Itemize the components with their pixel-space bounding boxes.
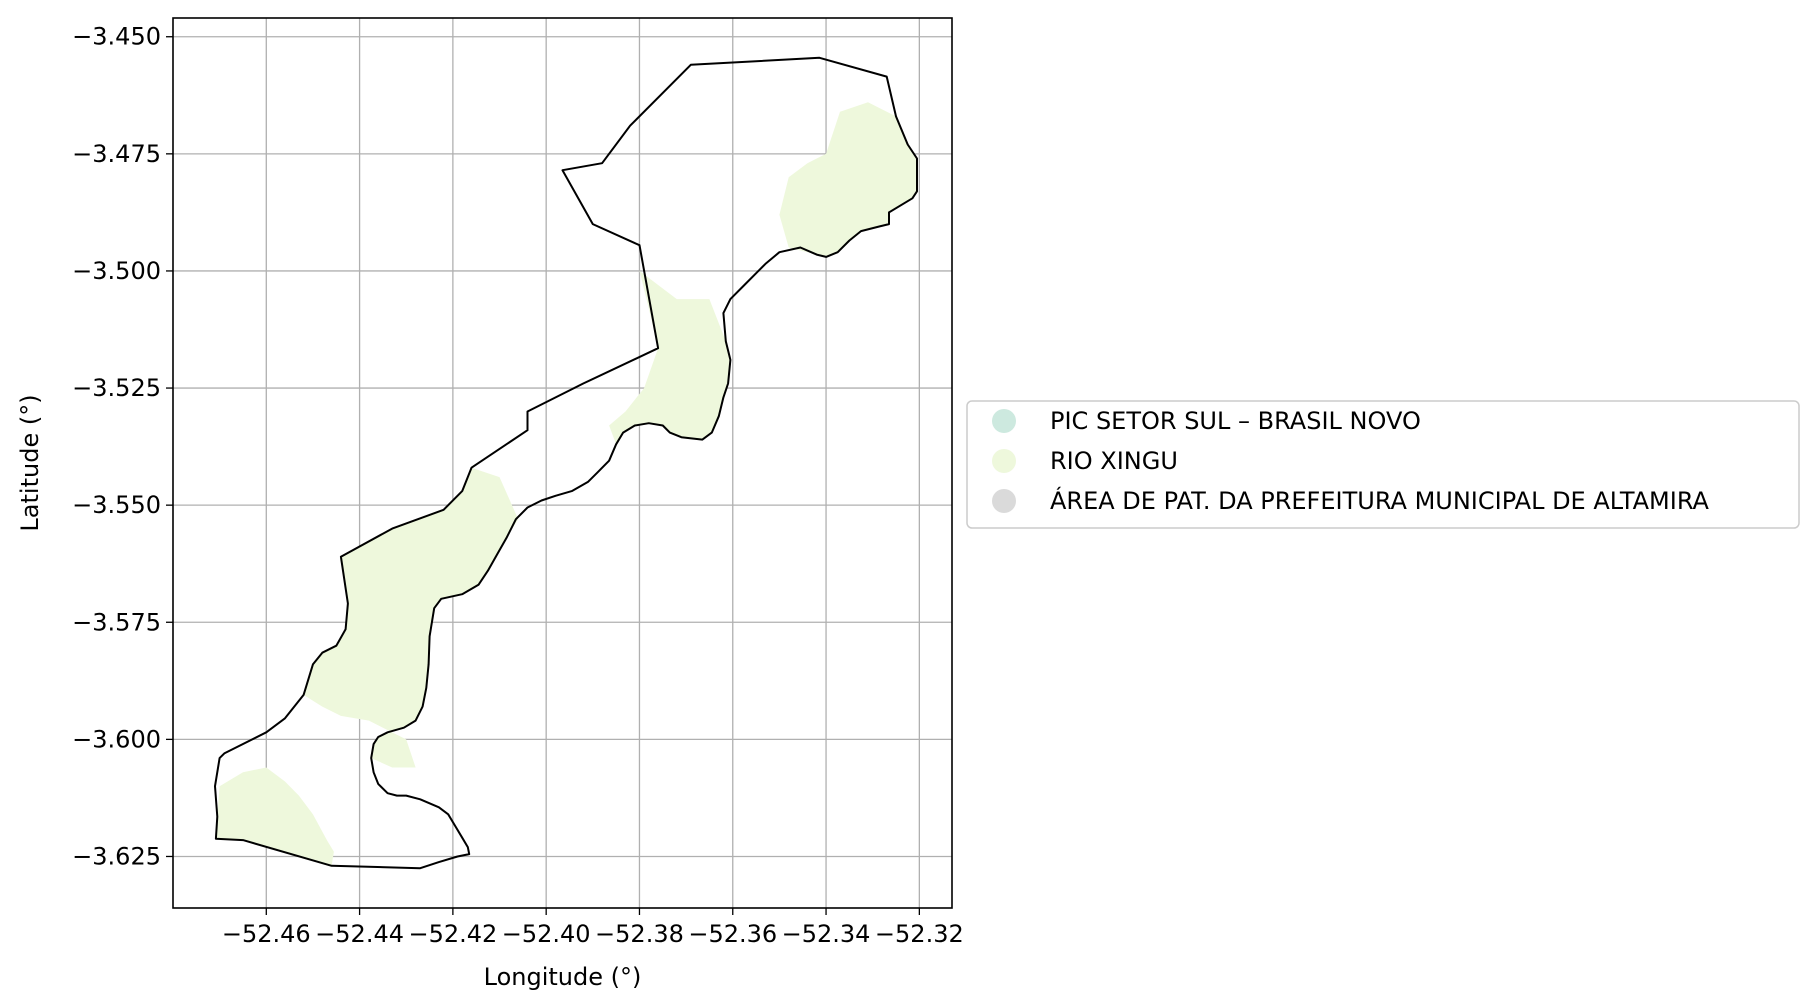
x-tick-label: −52.42 xyxy=(408,920,497,948)
y-tick-label: −3.525 xyxy=(72,374,161,402)
y-tick-label: −3.625 xyxy=(72,842,161,870)
legend-label: RIO XINGU xyxy=(1050,447,1178,475)
legend-marker xyxy=(992,449,1016,473)
x-tick-label: −52.32 xyxy=(875,920,964,948)
legend-marker xyxy=(992,489,1016,513)
x-tick-label: −52.36 xyxy=(688,920,777,948)
y-tick-label: −3.550 xyxy=(72,491,161,519)
x-tick-label: −52.46 xyxy=(222,920,311,948)
y-axis-label: Latitude (°) xyxy=(16,394,44,531)
x-axis-label: Longitude (°) xyxy=(484,963,642,991)
x-tick-label: −52.44 xyxy=(315,920,404,948)
y-tick-label: −3.600 xyxy=(72,725,161,753)
y-tick-label: −3.575 xyxy=(72,608,161,636)
x-tick-label: −52.38 xyxy=(595,920,684,948)
legend: PIC SETOR SUL – BRASIL NOVO RIO XINGU ÁREA… xyxy=(967,401,1799,528)
legend-label: ÁREA DE PAT. DA PREFEITURA MUNICIPAL DE … xyxy=(1050,486,1710,515)
y-tick-label: −3.475 xyxy=(72,140,161,168)
x-tick-label: −52.34 xyxy=(782,920,871,948)
legend-label: PIC SETOR SUL – BRASIL NOVO xyxy=(1050,407,1421,435)
y-tick-label: −3.450 xyxy=(72,23,161,51)
x-tick-label: −52.40 xyxy=(502,920,591,948)
plot-area xyxy=(173,18,952,908)
legend-marker xyxy=(992,409,1016,433)
y-tick-label: −3.500 xyxy=(72,257,161,285)
